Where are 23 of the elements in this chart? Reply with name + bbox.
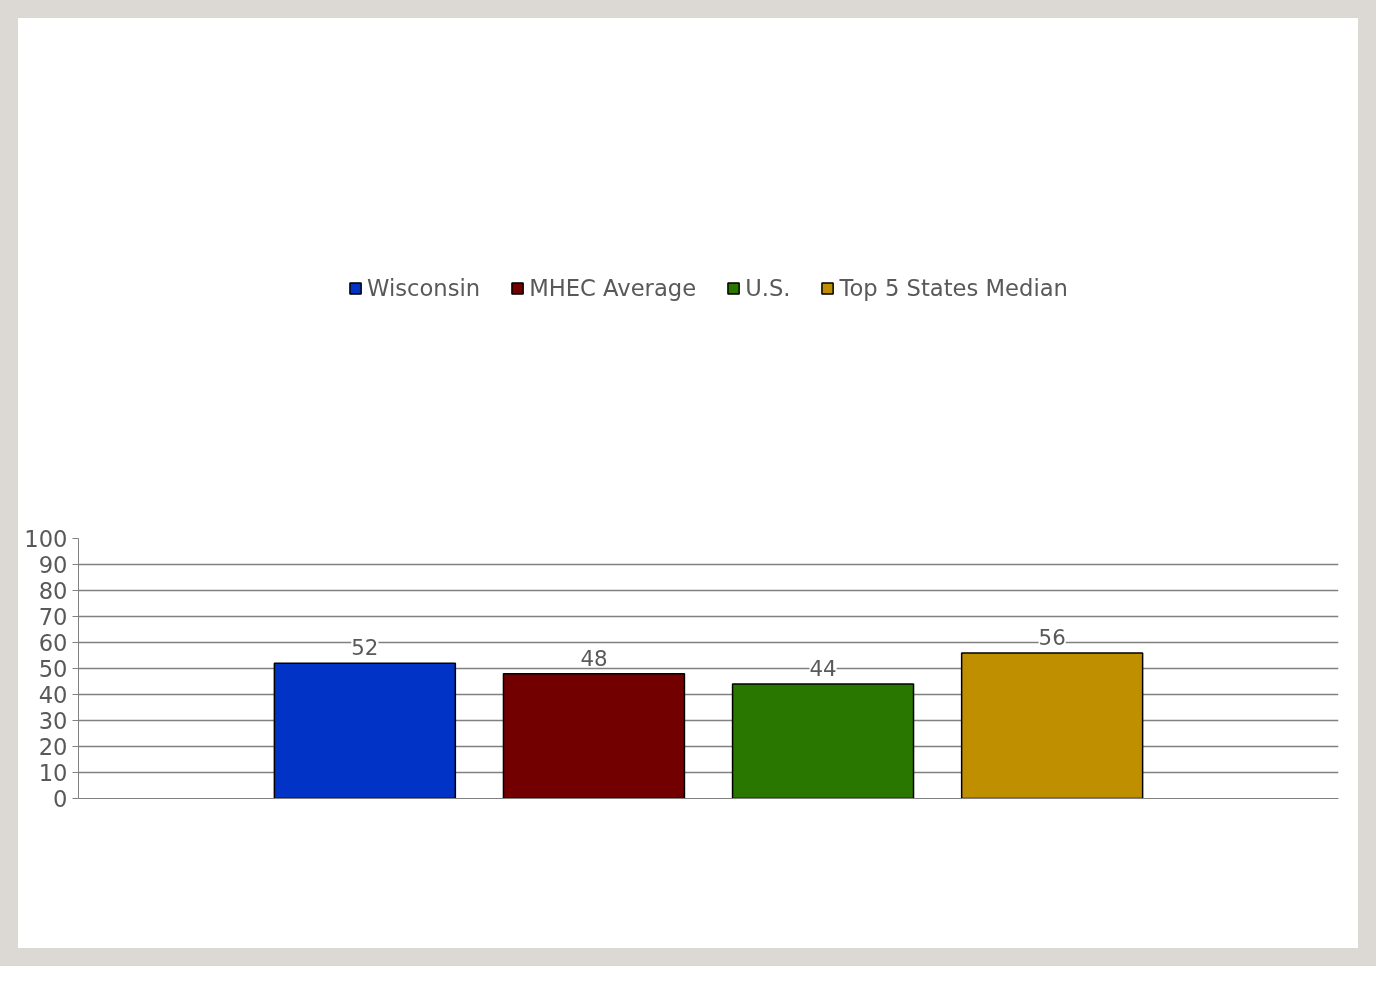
y-tick-label: 90 (38, 552, 68, 578)
legend-label: U.S. (745, 275, 791, 301)
bar (960, 652, 1144, 799)
y-tick-label: 50 (38, 656, 68, 682)
bar (502, 672, 686, 799)
y-tick-label: 40 (38, 682, 68, 708)
y-tick-label: 60 (38, 630, 68, 656)
y-tick-label: 30 (38, 708, 68, 734)
data-label: 52 (351, 635, 379, 661)
y-tick-label: 80 (38, 578, 68, 604)
bar (273, 662, 457, 799)
bar (731, 683, 915, 799)
data-label: 48 (580, 645, 608, 671)
y-tick-label: 100 (24, 526, 68, 552)
legend-label: Top 5 States Median (839, 275, 1068, 301)
data-label: 44 (809, 656, 837, 682)
legend-label: Wisconsin (367, 275, 481, 301)
y-tick-label: 20 (38, 734, 68, 760)
y-tick-label: 70 (38, 604, 68, 630)
y-tick-label: 0 (53, 786, 68, 812)
data-label: 56 (1038, 624, 1066, 650)
legend-label: MHEC Average (529, 275, 697, 301)
y-tick-label: 10 (38, 760, 68, 786)
